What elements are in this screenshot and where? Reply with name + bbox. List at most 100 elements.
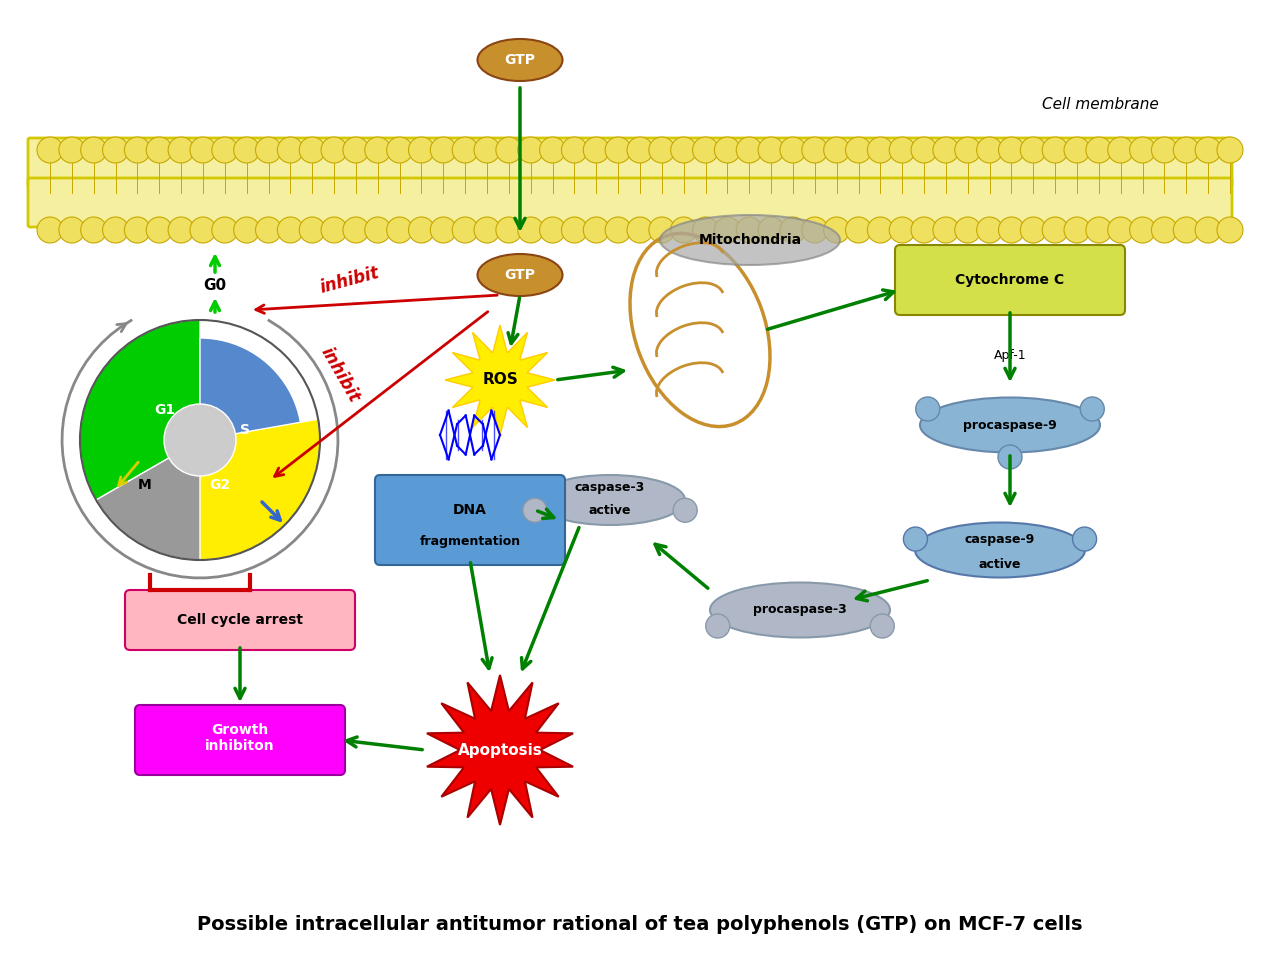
Circle shape bbox=[387, 137, 412, 163]
Wedge shape bbox=[79, 320, 200, 500]
Circle shape bbox=[211, 217, 238, 243]
FancyBboxPatch shape bbox=[28, 138, 1231, 187]
Circle shape bbox=[256, 217, 282, 243]
Ellipse shape bbox=[535, 475, 685, 525]
Circle shape bbox=[1196, 137, 1221, 163]
Circle shape bbox=[234, 137, 260, 163]
Text: GTP: GTP bbox=[504, 53, 535, 67]
Circle shape bbox=[692, 137, 718, 163]
Circle shape bbox=[998, 137, 1024, 163]
Circle shape bbox=[234, 217, 260, 243]
Circle shape bbox=[1152, 137, 1178, 163]
Circle shape bbox=[278, 217, 303, 243]
Wedge shape bbox=[200, 420, 320, 560]
Circle shape bbox=[343, 217, 369, 243]
Circle shape bbox=[846, 217, 872, 243]
Circle shape bbox=[474, 137, 500, 163]
Circle shape bbox=[522, 498, 547, 522]
Text: fragmentation: fragmentation bbox=[420, 536, 521, 548]
Text: active: active bbox=[589, 503, 631, 516]
Ellipse shape bbox=[477, 39, 562, 81]
Circle shape bbox=[408, 137, 434, 163]
Circle shape bbox=[365, 217, 390, 243]
Circle shape bbox=[823, 217, 850, 243]
Circle shape bbox=[758, 217, 785, 243]
Wedge shape bbox=[96, 440, 303, 560]
Circle shape bbox=[823, 137, 850, 163]
Text: active: active bbox=[979, 559, 1021, 571]
Circle shape bbox=[168, 217, 195, 243]
FancyBboxPatch shape bbox=[125, 590, 355, 650]
Circle shape bbox=[584, 217, 609, 243]
Ellipse shape bbox=[920, 397, 1100, 452]
Circle shape bbox=[168, 137, 195, 163]
FancyBboxPatch shape bbox=[375, 475, 564, 565]
Circle shape bbox=[408, 217, 434, 243]
Text: inhibit: inhibit bbox=[317, 344, 364, 406]
Circle shape bbox=[59, 137, 84, 163]
Circle shape bbox=[540, 217, 566, 243]
Circle shape bbox=[1217, 137, 1243, 163]
Circle shape bbox=[1217, 217, 1243, 243]
Circle shape bbox=[387, 217, 412, 243]
Circle shape bbox=[59, 217, 84, 243]
Circle shape bbox=[977, 137, 1002, 163]
Polygon shape bbox=[428, 675, 573, 825]
Circle shape bbox=[933, 137, 959, 163]
Text: procaspase-9: procaspase-9 bbox=[963, 419, 1057, 431]
Text: Cell membrane: Cell membrane bbox=[1042, 98, 1158, 112]
Circle shape bbox=[495, 137, 522, 163]
Circle shape bbox=[540, 137, 566, 163]
Circle shape bbox=[605, 217, 631, 243]
Circle shape bbox=[1152, 217, 1178, 243]
Text: G0: G0 bbox=[204, 277, 227, 293]
Circle shape bbox=[627, 217, 653, 243]
Circle shape bbox=[300, 217, 325, 243]
Circle shape bbox=[870, 614, 895, 638]
Circle shape bbox=[37, 137, 63, 163]
Circle shape bbox=[300, 137, 325, 163]
Circle shape bbox=[452, 217, 479, 243]
Circle shape bbox=[915, 397, 940, 421]
FancyBboxPatch shape bbox=[134, 705, 346, 775]
Circle shape bbox=[1107, 217, 1134, 243]
Text: Cell cycle arrest: Cell cycle arrest bbox=[177, 613, 303, 627]
Circle shape bbox=[801, 137, 828, 163]
Text: caspase-9: caspase-9 bbox=[965, 534, 1036, 546]
Circle shape bbox=[278, 137, 303, 163]
Circle shape bbox=[714, 217, 740, 243]
Circle shape bbox=[37, 217, 63, 243]
Circle shape bbox=[146, 217, 173, 243]
Circle shape bbox=[189, 137, 216, 163]
Text: DNA: DNA bbox=[453, 503, 486, 517]
Ellipse shape bbox=[710, 583, 890, 637]
Circle shape bbox=[627, 137, 653, 163]
Circle shape bbox=[868, 137, 893, 163]
Circle shape bbox=[517, 217, 544, 243]
Circle shape bbox=[517, 137, 544, 163]
Circle shape bbox=[890, 217, 915, 243]
Circle shape bbox=[933, 217, 959, 243]
Circle shape bbox=[1129, 137, 1156, 163]
Circle shape bbox=[321, 137, 347, 163]
Circle shape bbox=[430, 137, 457, 163]
Text: ROS: ROS bbox=[483, 372, 518, 388]
Ellipse shape bbox=[660, 215, 840, 265]
FancyBboxPatch shape bbox=[28, 178, 1231, 227]
Circle shape bbox=[146, 137, 173, 163]
Circle shape bbox=[998, 445, 1021, 469]
Text: G1: G1 bbox=[155, 403, 175, 417]
Circle shape bbox=[1085, 217, 1112, 243]
Text: caspase-3: caspase-3 bbox=[575, 482, 645, 494]
Circle shape bbox=[605, 137, 631, 163]
Text: Possible intracellular antitumor rational of tea polyphenols (GTP) on MCF-7 cell: Possible intracellular antitumor rationa… bbox=[197, 916, 1083, 934]
Text: M: M bbox=[138, 478, 152, 492]
Circle shape bbox=[1064, 137, 1091, 163]
Circle shape bbox=[343, 137, 369, 163]
Circle shape bbox=[124, 217, 151, 243]
Circle shape bbox=[955, 137, 980, 163]
Text: Growth
inhibiton: Growth inhibiton bbox=[205, 723, 275, 753]
Circle shape bbox=[164, 404, 236, 476]
Circle shape bbox=[1080, 397, 1105, 421]
Circle shape bbox=[904, 527, 928, 551]
